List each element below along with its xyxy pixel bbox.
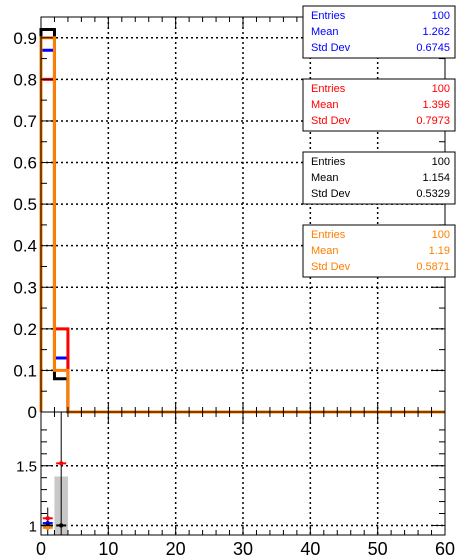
x-tick-label: 40 (300, 539, 320, 558)
ratio-y-tick-label: 1 (29, 518, 37, 535)
stat-label: Std Dev (311, 188, 351, 200)
stat-value: 100 (432, 83, 450, 95)
stat-label: Entries (311, 156, 346, 168)
stat-value: 0.6745 (416, 42, 450, 54)
y-tick-label: 0.4 (13, 237, 37, 256)
stat-label: Mean (311, 245, 339, 257)
y-tick-label: 0.5 (13, 195, 37, 214)
stat-label: Entries (311, 10, 346, 22)
y-tick-label: 0.3 (13, 278, 37, 297)
x-tick-label: 50 (368, 539, 388, 558)
stat-value: 1.396 (422, 99, 450, 111)
x-tick-label: 30 (233, 539, 253, 558)
y-tick-label: 0.2 (13, 320, 37, 339)
upper-grid (41, 17, 445, 412)
stat-value: 0.7973 (416, 115, 450, 127)
stat-value: 100 (432, 229, 450, 241)
stat-box: Entries 100 Mean 1.396 Std Dev 0.7973 (302, 78, 456, 132)
stat-box-frame (302, 151, 456, 205)
y-tick-label: 0.8 (13, 70, 37, 89)
ratio-grid (41, 412, 445, 535)
ratio-point (59, 461, 64, 466)
stat-value: 0.5871 (416, 261, 450, 273)
x-tick-label: 60 (435, 539, 455, 558)
stat-boxes: Entries 100 Mean 1.262 Std Dev 0.6745 Entries 1… (302, 5, 456, 278)
stat-label: Std Dev (311, 261, 351, 273)
stat-label: Mean (311, 26, 339, 38)
stat-value: 1.19 (429, 245, 450, 257)
x-tick-label: 0 (36, 539, 46, 558)
stat-box: Entries 100 Mean 1.19 Std Dev 0.5871 (302, 224, 456, 278)
tick-labels: 0 0.1 0.2 0.3 0.4 0.5 0.6 0.7 0.8 0.9 1 1.5 0 10 20 30 4… (13, 29, 455, 558)
stat-label: Std Dev (311, 42, 351, 54)
ratio-point (45, 516, 50, 521)
stat-label: Std Dev (311, 115, 351, 127)
stat-box-frame (302, 224, 456, 278)
stat-value: 1.262 (422, 26, 450, 38)
y-tick-label: 0 (28, 403, 37, 422)
stat-value: 0.5329 (416, 188, 450, 200)
stat-label: Entries (311, 83, 346, 95)
stat-label: Mean (311, 172, 339, 184)
stat-box-frame (302, 5, 456, 59)
ratio-y-tick-label: 1.5 (16, 459, 37, 476)
y-tick-label: 0.9 (13, 29, 37, 48)
ratio-point (59, 523, 64, 528)
x-tick-label: 20 (166, 539, 186, 558)
ratio-point (45, 525, 50, 531)
stat-label: Mean (311, 99, 339, 111)
stat-value: 1.154 (422, 172, 450, 184)
stat-label: Entries (311, 229, 346, 241)
y-tick-label: 0.7 (13, 112, 37, 131)
x-tick-label: 10 (98, 539, 118, 558)
stat-box: Entries 100 Mean 1.154 Std Dev 0.5329 (302, 151, 456, 205)
y-tick-label: 0.1 (13, 361, 37, 380)
y-tick-label: 0.6 (13, 154, 37, 173)
stat-box: Entries 100 Mean 1.262 Std Dev 0.6745 (302, 5, 456, 59)
stat-value: 100 (432, 156, 450, 168)
stat-box-frame (302, 78, 456, 132)
stat-value: 100 (432, 10, 450, 22)
